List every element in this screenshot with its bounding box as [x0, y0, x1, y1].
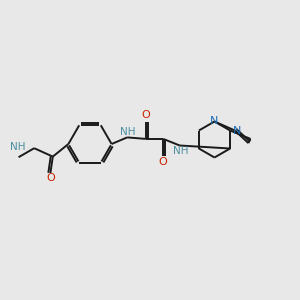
Text: NH: NH	[173, 146, 189, 157]
Text: N: N	[232, 126, 241, 136]
Text: O: O	[159, 157, 168, 167]
Text: NH: NH	[10, 142, 25, 152]
Text: O: O	[46, 173, 55, 184]
Text: NH: NH	[120, 127, 135, 137]
Text: O: O	[141, 110, 150, 121]
Text: N: N	[210, 116, 219, 126]
